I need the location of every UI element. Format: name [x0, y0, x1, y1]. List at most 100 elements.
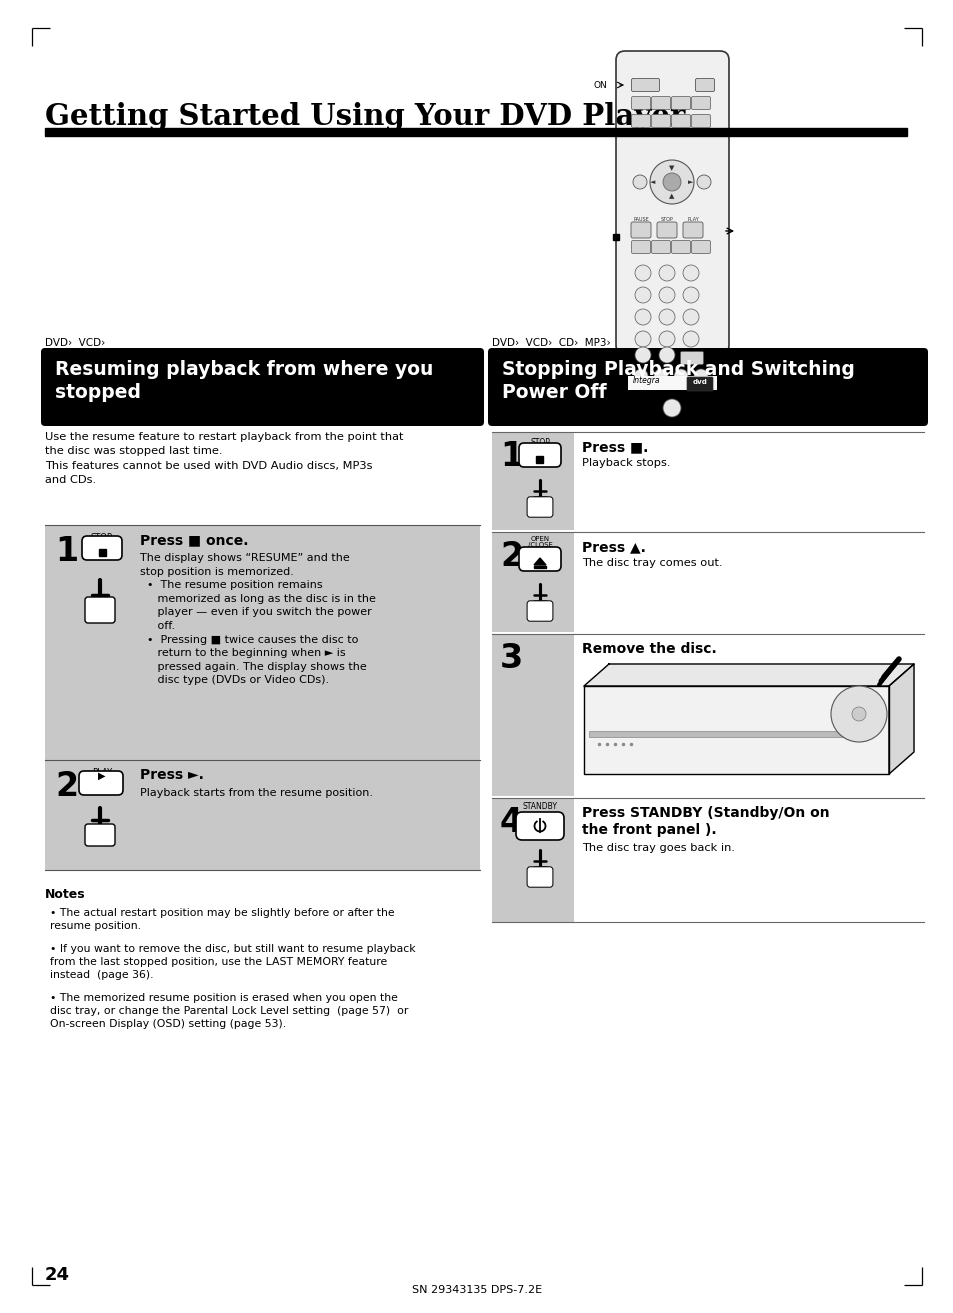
FancyBboxPatch shape — [82, 536, 122, 561]
Polygon shape — [583, 664, 913, 685]
Bar — [574, 432, 923, 530]
Circle shape — [851, 706, 865, 721]
Bar — [492, 532, 574, 632]
Circle shape — [635, 288, 650, 303]
Text: STOP: STOP — [91, 533, 112, 542]
Polygon shape — [888, 664, 913, 773]
Circle shape — [659, 309, 675, 326]
Circle shape — [682, 288, 699, 303]
Bar — [99, 549, 106, 555]
Text: 2: 2 — [55, 769, 78, 804]
FancyBboxPatch shape — [85, 597, 115, 622]
Text: PLAY: PLAY — [686, 217, 699, 222]
FancyBboxPatch shape — [631, 114, 650, 127]
Text: 24: 24 — [45, 1266, 70, 1284]
FancyBboxPatch shape — [79, 771, 123, 794]
FancyBboxPatch shape — [516, 811, 563, 840]
FancyBboxPatch shape — [682, 222, 702, 238]
FancyBboxPatch shape — [41, 348, 483, 425]
Bar — [534, 566, 545, 569]
Circle shape — [654, 369, 667, 383]
Circle shape — [659, 347, 675, 362]
Circle shape — [659, 265, 675, 281]
Text: Press ■ once.: Press ■ once. — [140, 533, 248, 548]
Text: • If you want to remove the disc, but still want to resume playback
from the las: • If you want to remove the disc, but st… — [50, 944, 416, 981]
Polygon shape — [534, 558, 545, 565]
Text: • The memorized resume position is erased when you open the
disc tray, or change: • The memorized resume position is erase… — [50, 993, 408, 1029]
FancyBboxPatch shape — [671, 96, 690, 109]
FancyBboxPatch shape — [631, 96, 650, 109]
Circle shape — [693, 369, 707, 383]
Text: dvd: dvd — [692, 379, 707, 385]
FancyBboxPatch shape — [630, 222, 650, 238]
Text: STOP: STOP — [659, 217, 673, 222]
Circle shape — [830, 685, 886, 742]
Text: Integra: Integra — [633, 376, 659, 385]
FancyBboxPatch shape — [679, 352, 702, 365]
FancyBboxPatch shape — [85, 825, 115, 846]
Circle shape — [682, 309, 699, 326]
FancyBboxPatch shape — [657, 222, 677, 238]
Circle shape — [682, 265, 699, 281]
Bar — [45, 127, 906, 137]
FancyBboxPatch shape — [518, 442, 560, 467]
FancyBboxPatch shape — [691, 114, 710, 127]
Bar — [574, 532, 923, 632]
FancyBboxPatch shape — [686, 377, 712, 391]
Circle shape — [633, 175, 646, 189]
Text: The display shows “RESUME” and the
stop position is memorized.
  •  The resume p: The display shows “RESUME” and the stop … — [140, 553, 375, 685]
Circle shape — [635, 347, 650, 362]
FancyBboxPatch shape — [527, 496, 553, 517]
Circle shape — [697, 175, 710, 189]
Text: ►: ► — [688, 179, 693, 185]
Text: Getting Started Using Your DVD Player: Getting Started Using Your DVD Player — [45, 102, 684, 131]
Text: ▲: ▲ — [669, 193, 674, 200]
FancyBboxPatch shape — [488, 348, 927, 425]
Text: DVD›  VCD›  CD›  MP3›: DVD› VCD› CD› MP3› — [492, 337, 610, 348]
Text: ▶: ▶ — [98, 771, 106, 781]
Text: Press STANDBY (Standby/On on
the front panel ).: Press STANDBY (Standby/On on the front p… — [581, 806, 829, 838]
Text: • The actual restart position may be slightly before or after the
resume positio: • The actual restart position may be sli… — [50, 909, 395, 931]
FancyBboxPatch shape — [671, 114, 690, 127]
Text: 1: 1 — [55, 534, 78, 569]
Text: STOP: STOP — [530, 439, 549, 446]
Bar — [574, 798, 923, 922]
Text: ◄: ◄ — [650, 179, 655, 185]
Text: OPEN
/CLOSE: OPEN /CLOSE — [527, 536, 552, 549]
Text: ▼: ▼ — [669, 165, 674, 171]
FancyBboxPatch shape — [691, 240, 710, 253]
Circle shape — [649, 160, 693, 204]
FancyBboxPatch shape — [527, 867, 553, 888]
FancyBboxPatch shape — [616, 51, 728, 355]
Text: Use the resume feature to restart playback from the point that
the disc was stop: Use the resume feature to restart playba… — [45, 432, 403, 486]
Text: Playback stops.: Playback stops. — [581, 458, 670, 467]
Text: The disc tray goes back in.: The disc tray goes back in. — [581, 843, 734, 853]
Text: Press ▲.: Press ▲. — [581, 540, 645, 554]
Text: The disc tray comes out.: The disc tray comes out. — [581, 558, 721, 569]
Circle shape — [635, 265, 650, 281]
Bar — [613, 234, 618, 240]
Text: STANDBY: STANDBY — [522, 802, 557, 811]
Bar — [627, 376, 717, 390]
Bar — [588, 731, 871, 737]
FancyBboxPatch shape — [691, 96, 710, 109]
Bar — [492, 798, 574, 922]
Circle shape — [635, 309, 650, 326]
Text: Remove the disc.: Remove the disc. — [581, 642, 716, 656]
Circle shape — [635, 331, 650, 347]
Circle shape — [682, 331, 699, 347]
Text: 3: 3 — [499, 642, 522, 675]
Text: PAUSE: PAUSE — [633, 217, 648, 222]
Circle shape — [634, 369, 647, 383]
Text: ON: ON — [593, 80, 606, 89]
FancyBboxPatch shape — [651, 240, 670, 253]
FancyBboxPatch shape — [518, 548, 560, 571]
Text: 4: 4 — [499, 806, 522, 839]
FancyBboxPatch shape — [651, 96, 670, 109]
FancyBboxPatch shape — [527, 601, 553, 621]
Polygon shape — [583, 685, 888, 773]
Circle shape — [673, 369, 687, 383]
Text: Stopping Playback and Switching
Power Off: Stopping Playback and Switching Power Of… — [501, 360, 854, 402]
Text: DVD›  VCD›: DVD› VCD› — [45, 337, 105, 348]
FancyBboxPatch shape — [631, 240, 650, 253]
